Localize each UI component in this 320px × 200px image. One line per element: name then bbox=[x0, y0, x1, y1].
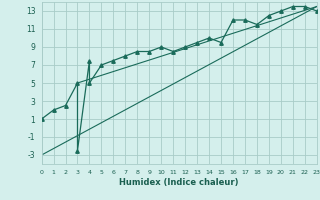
X-axis label: Humidex (Indice chaleur): Humidex (Indice chaleur) bbox=[119, 178, 239, 187]
